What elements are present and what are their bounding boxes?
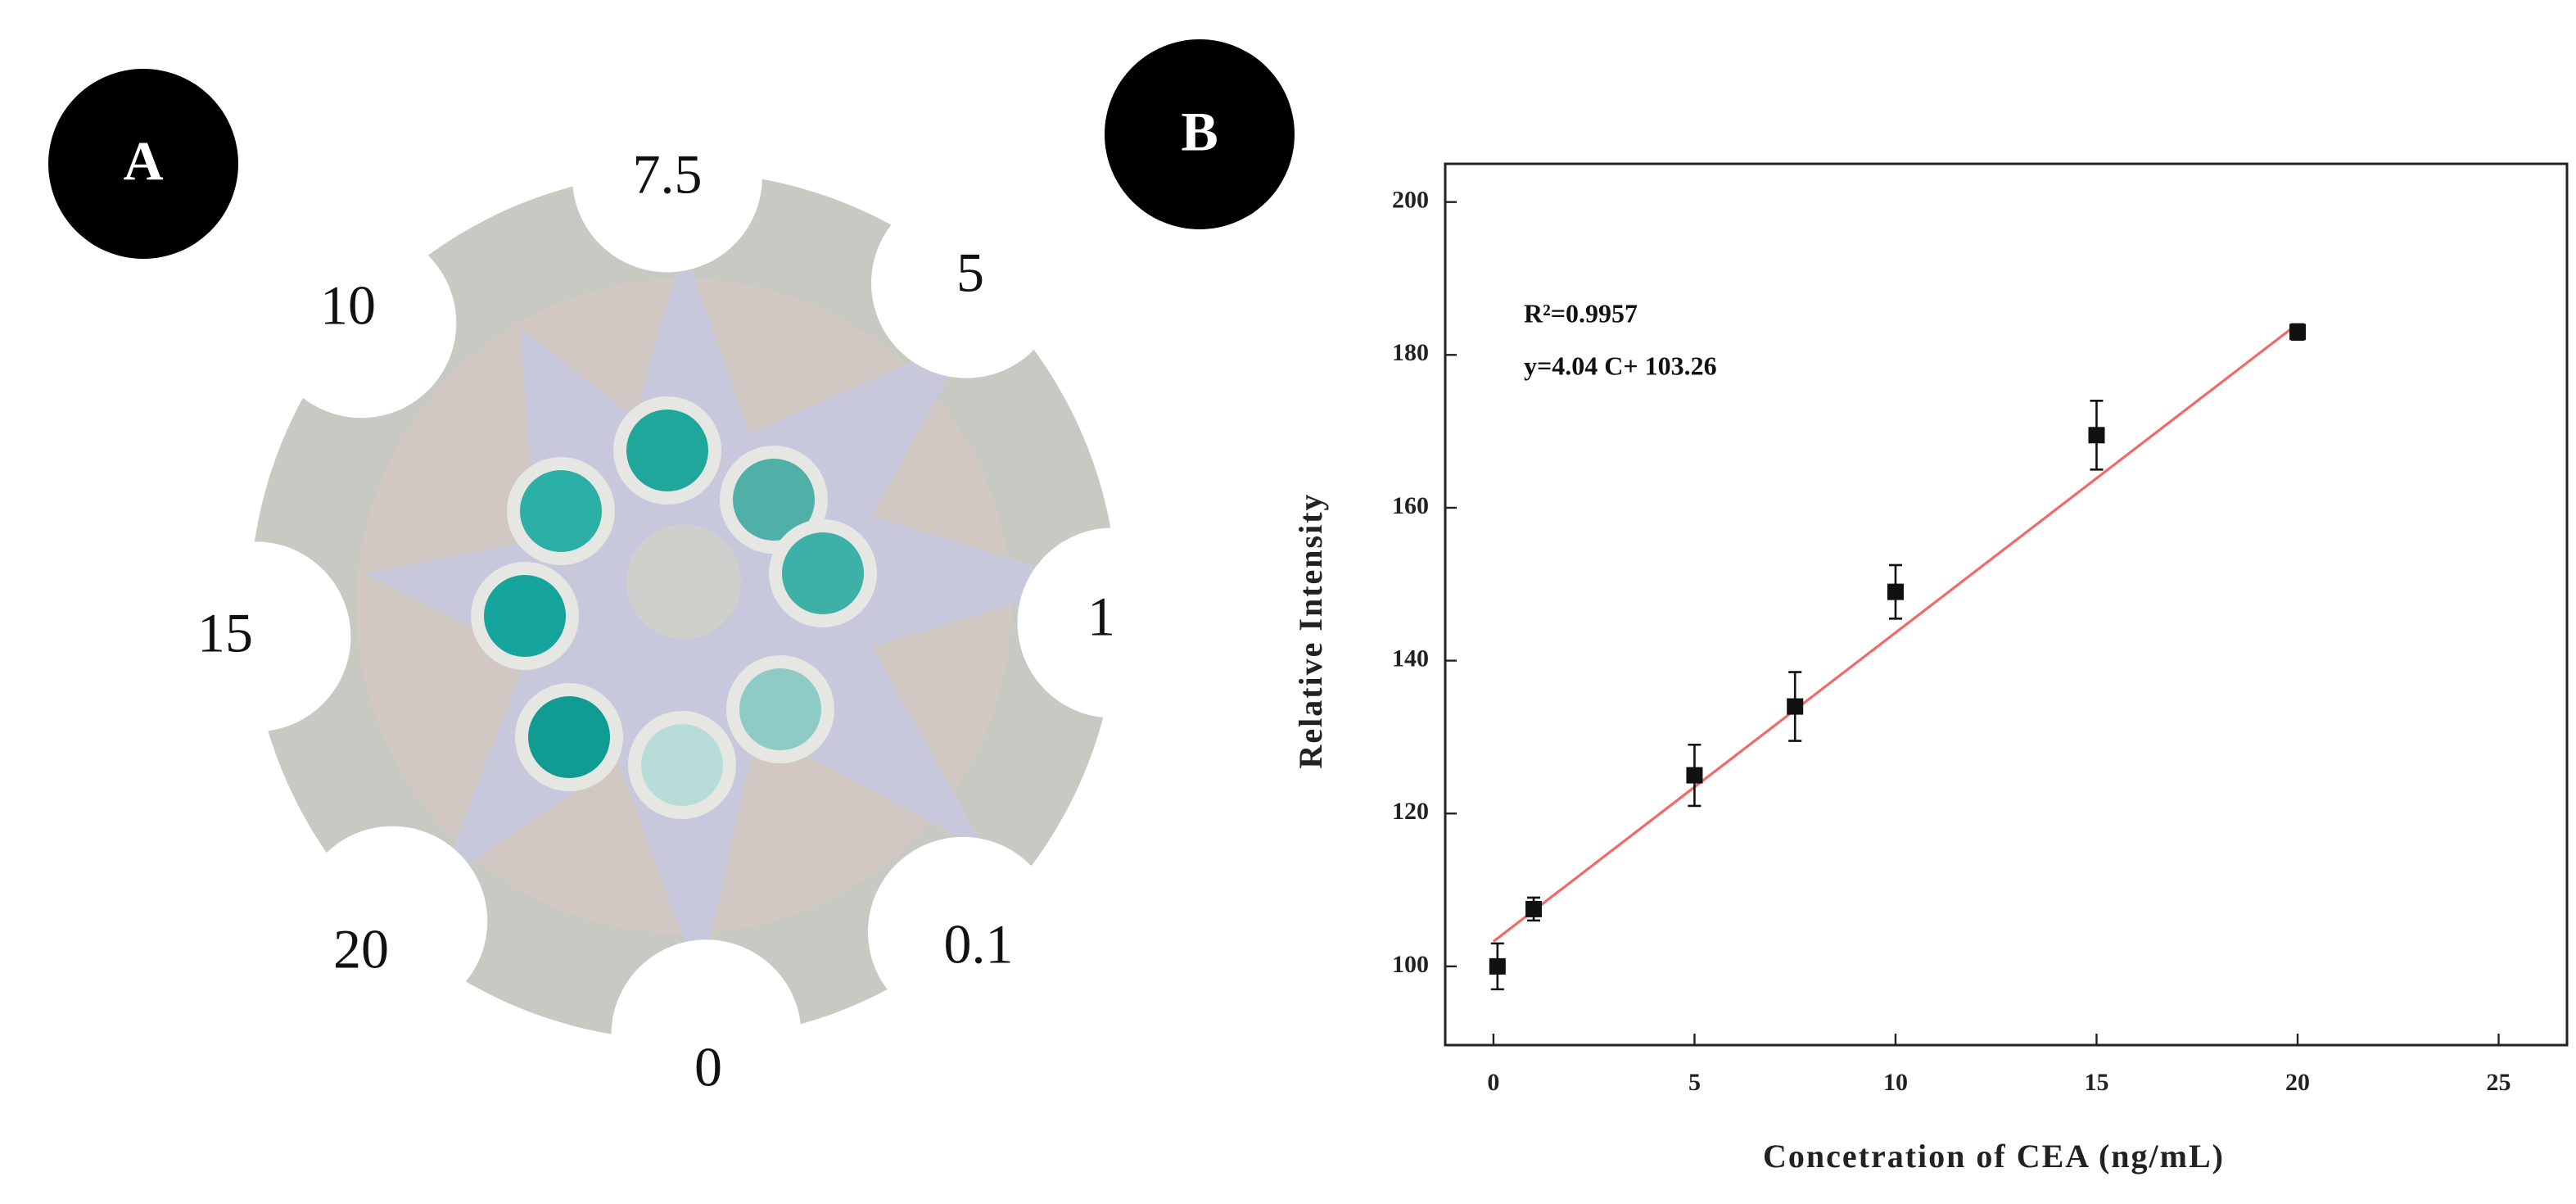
zone-label: 1 xyxy=(1087,586,1115,648)
x-tick-label: 25 xyxy=(2487,1069,2511,1096)
spot xyxy=(641,724,723,806)
y-tick-label: 200 xyxy=(1392,187,1429,214)
fit-line xyxy=(1492,323,2298,943)
notch xyxy=(868,836,1059,1027)
center-hub xyxy=(626,524,741,639)
x-tick-label: 10 xyxy=(1883,1069,1908,1096)
x-tick-label: 0 xyxy=(1487,1069,1499,1096)
point xyxy=(1489,957,1506,975)
x-axis-label: Concetration of CEA (ng/mL) xyxy=(1763,1138,2225,1175)
point xyxy=(1686,767,1703,784)
notch xyxy=(266,228,457,419)
panel-a: 7.5 5 1 0.1 0 20 15 10 A xyxy=(48,69,1208,1130)
spot xyxy=(626,410,708,491)
notch xyxy=(1017,527,1208,718)
zone-label: 7.5 xyxy=(633,143,703,206)
zone-label: 0.1 xyxy=(944,913,1014,975)
zone-label: 20 xyxy=(333,918,389,980)
y-axis-label: Relative Intensity xyxy=(1292,492,1329,768)
x-tick-label: 5 xyxy=(1688,1069,1701,1096)
y-tick-label: 140 xyxy=(1392,645,1429,672)
panel-label: A xyxy=(123,130,163,192)
notch xyxy=(611,939,802,1130)
x-tick-label: 15 xyxy=(2084,1069,2108,1096)
y-tick-label: 180 xyxy=(1392,339,1429,366)
point xyxy=(1787,698,1804,715)
zone-label: 0 xyxy=(694,1036,722,1098)
spot xyxy=(739,668,821,750)
plot-frame xyxy=(1444,162,2569,1047)
spot xyxy=(733,459,815,541)
zone-label: 5 xyxy=(956,242,984,304)
badge xyxy=(1105,39,1295,229)
zone-label: 10 xyxy=(320,274,376,337)
spot xyxy=(520,470,602,552)
spot xyxy=(484,575,566,657)
zone-label: 15 xyxy=(197,602,253,664)
panel-b: B Concetration of CEA (ng/mL) Relative I… xyxy=(1105,39,2569,1175)
badge xyxy=(48,69,238,259)
notch xyxy=(871,188,1062,378)
notch xyxy=(160,541,351,732)
notch xyxy=(572,82,762,273)
y-tick-label: 120 xyxy=(1392,798,1429,825)
annotation: R²=0.9957 xyxy=(1524,298,1638,328)
annotation: y=4.04 C+ 103.26 xyxy=(1524,351,1717,380)
spots xyxy=(471,396,877,819)
x-tick-label: 20 xyxy=(2285,1069,2310,1096)
point xyxy=(1525,900,1543,917)
point xyxy=(1887,583,1904,600)
spot xyxy=(782,532,864,614)
spot xyxy=(528,696,610,778)
y-tick-label: 160 xyxy=(1392,492,1429,519)
notches: 7.5 5 1 0.1 0 20 15 10 xyxy=(160,82,1208,1130)
point xyxy=(2289,324,2307,341)
notch xyxy=(297,826,488,1016)
panel-label: B xyxy=(1181,101,1218,163)
y-tick-label: 100 xyxy=(1392,951,1429,978)
point xyxy=(2088,427,2105,444)
